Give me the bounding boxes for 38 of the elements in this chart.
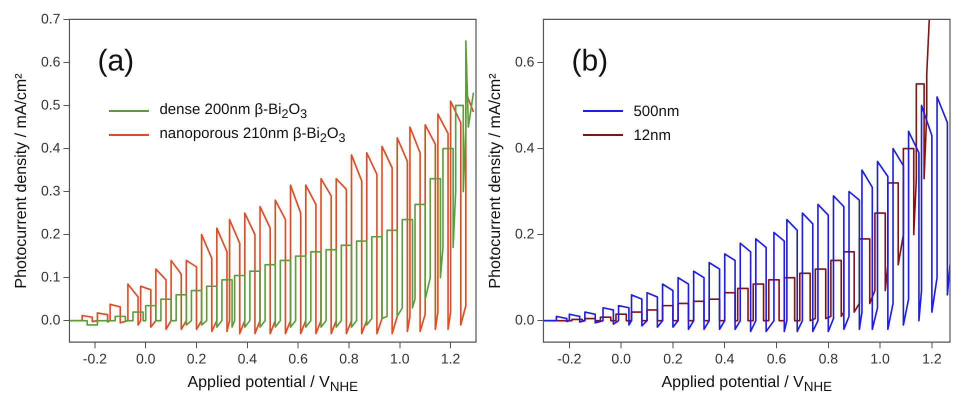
y-tick-label: 0.4: [514, 139, 535, 156]
y-tick-label: 0.4: [40, 139, 61, 156]
y-tick-label: 0.0: [40, 312, 61, 328]
x-tick-label: 0.6: [288, 350, 308, 366]
x-tick-label: 0.4: [238, 350, 258, 366]
y-axis-title: Photocurrent density / mA/cm²: [487, 73, 505, 288]
x-tick-label: -0.2: [82, 350, 108, 366]
legend-label: nanoporous 210nm β-Bi$_{2}$O$_{3}$: [159, 125, 346, 146]
y-tick-label: 0.5: [40, 96, 61, 112]
x-axis-title: Applied potential / V$_{NHE}$: [661, 374, 832, 394]
x-tick-label: 0.6: [766, 350, 786, 366]
y-tick-label: 0.6: [40, 53, 61, 70]
legend-label: 500nm: [633, 102, 680, 120]
y-axis-title: Photocurrent density / mA/cm²: [13, 73, 31, 288]
legend-label: 12nm: [633, 126, 671, 144]
x-tick-label: 1.2: [440, 350, 461, 366]
x-tick-label: 1.2: [922, 350, 942, 366]
annotation: (a): [97, 44, 134, 78]
x-tick-label: 1.0: [870, 350, 890, 366]
y-tick-label: 0.2: [40, 225, 61, 242]
x-tick-label: 0.2: [663, 350, 683, 366]
x-tick-label: 1.0: [390, 350, 410, 366]
y-tick-label: 0.7: [40, 10, 61, 26]
x-tick-label: 0.8: [818, 350, 838, 366]
x-tick-label: 0.0: [611, 350, 632, 366]
y-tick-label: 0.6: [514, 53, 535, 70]
legend-label: dense 200nm β-Bi$_{2}$O$_{3}$: [159, 101, 308, 122]
x-tick-label: 0.0: [136, 350, 156, 366]
x-tick-label: 0.8: [339, 350, 359, 366]
y-tick-label: 0.1: [40, 268, 61, 284]
y-tick-label: 0.2: [514, 225, 535, 242]
y-tick-label: 0.3: [40, 182, 61, 198]
x-tick-label: 0.4: [714, 350, 735, 366]
x-tick-label: 0.2: [186, 350, 206, 366]
y-tick-label: 0.0: [514, 312, 535, 328]
x-axis-title: Applied potential / V$_{NHE}$: [187, 374, 358, 394]
x-tick-label: -0.2: [557, 350, 582, 366]
annotation: (b): [571, 44, 608, 78]
